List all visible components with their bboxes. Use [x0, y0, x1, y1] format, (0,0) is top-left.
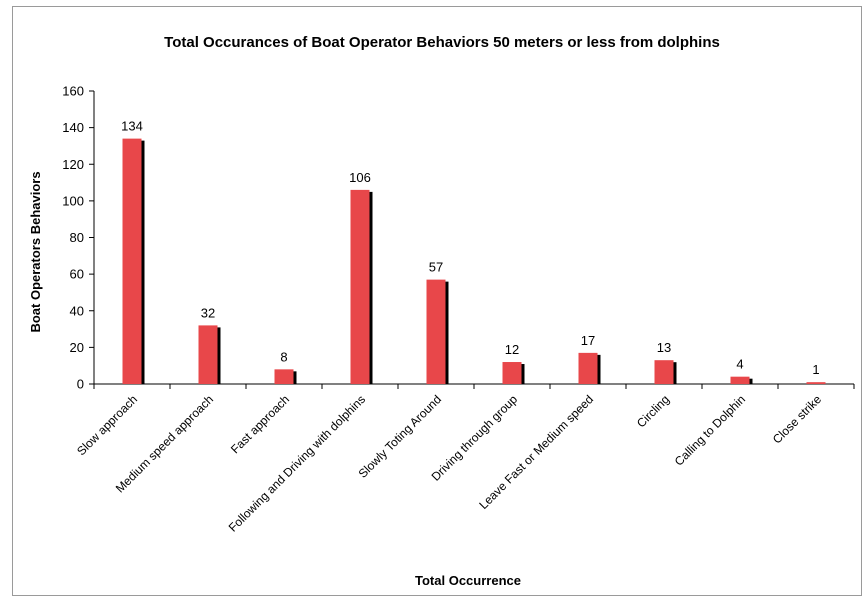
bar	[274, 369, 294, 384]
bar	[350, 189, 370, 384]
data-label: 13	[657, 340, 671, 355]
bar	[426, 279, 446, 384]
bar	[502, 362, 522, 384]
data-label: 106	[349, 170, 371, 185]
y-tick-label: 20	[70, 340, 84, 355]
category-label: Calling to Dolphin	[672, 392, 748, 468]
category-label: Circling	[634, 392, 672, 430]
category-label: Fast approach	[228, 392, 292, 456]
y-tick-label: 0	[77, 377, 84, 392]
category-label: Slowly Toting Around	[356, 392, 445, 481]
bar	[122, 138, 142, 384]
data-label: 17	[581, 333, 595, 348]
data-label: 1	[812, 362, 819, 377]
data-label: 32	[201, 305, 215, 320]
y-tick-label: 100	[62, 193, 84, 208]
data-label: 4	[736, 357, 743, 372]
category-label: Driving through group	[429, 392, 521, 484]
bar	[654, 360, 674, 384]
y-tick-label: 120	[62, 157, 84, 172]
y-tick-label: 60	[70, 267, 84, 282]
data-label: 8	[280, 349, 287, 364]
data-label: 12	[505, 342, 519, 357]
bar	[198, 325, 218, 384]
bar	[806, 382, 826, 384]
category-label: Following and Driving with dolphins	[226, 392, 368, 534]
data-label: 134	[121, 119, 143, 134]
category-label: Slow approach	[74, 392, 140, 458]
y-tick-label: 140	[62, 120, 84, 135]
y-tick-label: 160	[62, 84, 84, 99]
y-axis-title: Boat Operators Behaviors	[28, 171, 43, 332]
chart-title: Total Occurances of Boat Operator Behavi…	[164, 34, 720, 51]
y-tick-label: 80	[70, 230, 84, 245]
category-label: Close strike	[770, 392, 824, 446]
y-tick-label: 40	[70, 303, 84, 318]
bar	[730, 376, 750, 384]
data-label: 57	[429, 260, 443, 275]
x-axis-title: Total Occurrence	[415, 573, 521, 588]
bar	[578, 352, 598, 384]
